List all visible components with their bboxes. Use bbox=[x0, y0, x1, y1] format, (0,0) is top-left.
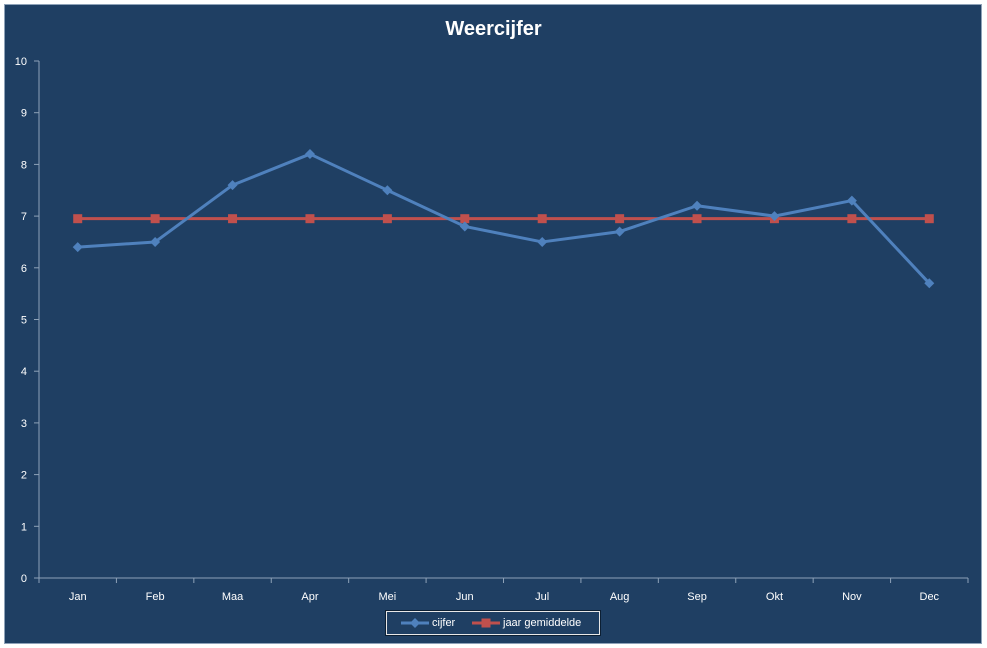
data-point bbox=[692, 214, 702, 224]
y-tick-label: 2 bbox=[21, 470, 27, 482]
data-point bbox=[615, 214, 625, 224]
x-tick-label: Apr bbox=[301, 591, 318, 603]
data-point bbox=[227, 180, 238, 191]
data-point bbox=[72, 242, 83, 253]
x-tick-label: Dec bbox=[920, 591, 940, 603]
series-cijfer bbox=[72, 149, 935, 289]
legend-label-jaar-gemiddelde: jaar gemiddelde bbox=[503, 617, 582, 629]
data-point bbox=[924, 278, 935, 289]
data-point bbox=[460, 214, 470, 224]
x-axis-ticks: Jan Feb Maa Apr Mei Jun Jul Aug Sep Okt Nov Dec bbox=[38, 578, 969, 603]
data-point bbox=[537, 214, 547, 224]
data-point bbox=[150, 214, 160, 224]
legend-label-cijfer: cijfer bbox=[432, 617, 456, 629]
legend-item-jaar-gemiddelde: jaar gemiddelde bbox=[472, 612, 581, 634]
data-point bbox=[769, 211, 780, 222]
legend-item-cijfer: cijfer bbox=[401, 612, 455, 634]
data-point bbox=[305, 214, 315, 224]
data-point bbox=[304, 149, 315, 160]
data-point bbox=[847, 214, 857, 224]
series-line bbox=[77, 152, 931, 285]
x-tick-label: Nov bbox=[842, 591, 862, 603]
x-tick-label: Mei bbox=[379, 591, 397, 603]
y-tick-label: 0 bbox=[21, 573, 27, 585]
x-tick-label: Aug bbox=[610, 591, 630, 603]
y-tick-label: 10 bbox=[15, 56, 27, 68]
data-point bbox=[614, 226, 625, 237]
data-point bbox=[459, 221, 470, 232]
data-point bbox=[73, 214, 83, 224]
data-point bbox=[924, 214, 934, 224]
data-point bbox=[846, 195, 857, 206]
y-axis-ticks: 0 1 2 3 4 5 6 7 8 9 10 bbox=[15, 56, 39, 585]
legend-marker-square-icon bbox=[472, 618, 500, 628]
x-tick-label: Okt bbox=[766, 591, 783, 603]
y-tick-label: 8 bbox=[21, 159, 27, 171]
y-tick-label: 1 bbox=[21, 521, 27, 533]
data-point bbox=[150, 236, 161, 247]
series-jaar-gemiddelde bbox=[73, 214, 934, 224]
y-tick-label: 9 bbox=[21, 108, 27, 120]
x-tick-label: Jan bbox=[69, 591, 87, 603]
chart-area bbox=[4, 4, 982, 644]
x-tick-label: Maa bbox=[222, 591, 244, 603]
axes bbox=[38, 61, 968, 579]
y-tick-label: 6 bbox=[21, 263, 27, 275]
x-tick-label: Sep bbox=[687, 591, 707, 603]
data-point bbox=[382, 185, 393, 196]
x-tick-label: Jun bbox=[456, 591, 474, 603]
legend: cijfer jaar gemiddelde bbox=[385, 610, 601, 636]
data-point bbox=[382, 214, 392, 224]
data-point bbox=[228, 214, 238, 224]
chart-title: Weercijfer bbox=[445, 18, 542, 40]
x-tick-label: Feb bbox=[146, 591, 165, 603]
data-point bbox=[537, 236, 548, 247]
y-tick-label: 7 bbox=[21, 211, 27, 223]
y-tick-label: 4 bbox=[21, 366, 27, 378]
x-tick-label: Jul bbox=[535, 591, 549, 603]
y-tick-label: 3 bbox=[21, 418, 27, 430]
y-tick-label: 5 bbox=[21, 315, 27, 327]
legend-marker-diamond-icon bbox=[401, 618, 429, 628]
series-layer bbox=[72, 149, 935, 289]
data-point bbox=[692, 200, 703, 211]
